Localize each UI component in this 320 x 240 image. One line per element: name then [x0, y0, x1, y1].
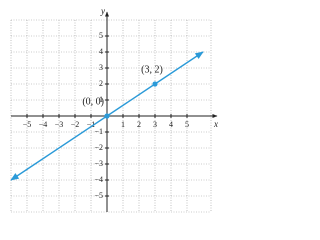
- y-tick-label: −2: [94, 143, 103, 152]
- page: −5 −4 −3 −2 −1 1 2 3 4 5 −5 −4 −3 −2 −1 1 2 3 4 5 x y (0, 0) (3…: [10, 6, 218, 213]
- point: [104, 113, 110, 119]
- x-axis-label: x: [213, 119, 218, 129]
- x-tick-label: 4: [169, 120, 173, 129]
- x-tick-label: 5: [185, 120, 189, 129]
- y-tick-label: 5: [99, 31, 103, 40]
- x-tick-label: 2: [137, 120, 141, 129]
- y-tick-label: −5: [94, 191, 103, 200]
- x-tick-label: −5: [23, 120, 32, 129]
- x-tick-label: −2: [71, 120, 80, 129]
- y-tick-label: 2: [99, 79, 103, 88]
- y-axis-label: y: [100, 6, 105, 16]
- x-tick-label: 1: [121, 120, 125, 129]
- line: [10, 51, 204, 181]
- point: [152, 81, 158, 87]
- x-tick-label: −3: [55, 120, 64, 129]
- y-tick-label: −4: [94, 175, 103, 184]
- y-tick-label: −3: [94, 159, 103, 168]
- point-label: (0, 0): [82, 96, 104, 107]
- y-tick-label: 3: [99, 63, 103, 72]
- y-tick-label: −1: [94, 127, 103, 136]
- y-tick-label: 4: [99, 47, 103, 56]
- x-tick-label: 3: [153, 120, 157, 129]
- point-label: (3, 2): [141, 64, 163, 75]
- x-tick-label: −4: [39, 120, 48, 129]
